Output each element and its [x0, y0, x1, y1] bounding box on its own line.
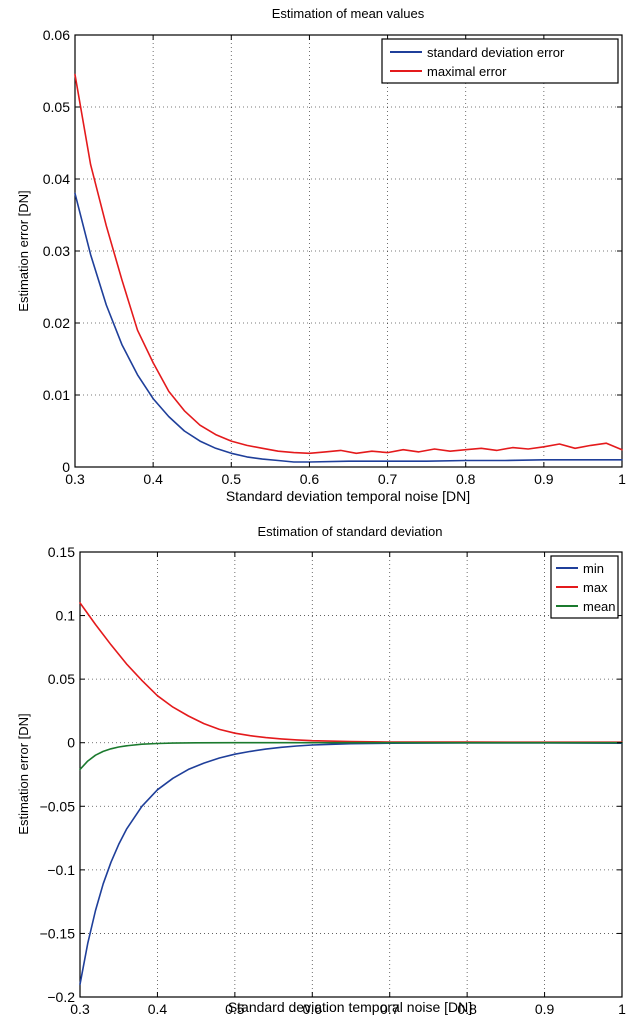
legend: min max mean — [550, 555, 619, 619]
chart-title: Estimation of mean values — [272, 6, 425, 21]
plot-area — [74, 34, 623, 468]
y-tick-label: 0.05 — [48, 671, 75, 687]
y-tick-label: 0 — [62, 459, 70, 475]
x-tick-label: 0.6 — [300, 471, 320, 487]
chart-title: Estimation of standard deviation — [258, 524, 443, 539]
x-tick-label: 0.6 — [303, 1001, 323, 1017]
x-tick-label: 0.9 — [534, 471, 554, 487]
legend-label-mean: mean — [583, 599, 616, 614]
y-tick-label: −0.15 — [40, 925, 76, 941]
y-tick-label: −0.2 — [47, 989, 75, 1005]
legend-label-max: max — [583, 580, 608, 595]
x-axis-label: Standard deviation temporal noise [DN] — [226, 488, 470, 504]
legend-label-maximal-error: maximal error — [427, 64, 507, 79]
series-line-mean — [79, 741, 623, 771]
grid-layer — [75, 35, 622, 467]
y-axis-label: Estimation error [DN] — [16, 713, 31, 834]
y-tick-label: −0.05 — [40, 798, 76, 814]
legend-box — [381, 38, 619, 84]
y-axis-label: Estimation error [DN] — [16, 190, 31, 311]
x-tick-label: 0.5 — [225, 1001, 245, 1017]
chart-mean-values: Estimation of mean values 0.3 0.4 0.5 0.6 0.… — [16, 6, 626, 504]
x-tick-label: 1 — [618, 1001, 626, 1017]
x-axis-label: Standard deviation temporal noise [DN] — [228, 999, 472, 1015]
y-tick-label: 0.05 — [43, 99, 70, 115]
y-tick-label: 0.01 — [43, 387, 70, 403]
x-tick-label: 0.7 — [380, 1001, 400, 1017]
x-tick-label: 0.9 — [535, 1001, 555, 1017]
legend-label-standard-deviation-error: standard deviation error — [427, 45, 565, 60]
legend-label-min: min — [583, 561, 604, 576]
legend: standard deviation error maximal error — [381, 38, 619, 84]
y-tick-label: −0.1 — [47, 862, 75, 878]
x-tick-label: 0.8 — [456, 471, 476, 487]
x-tick-label: 0.3 — [70, 1001, 90, 1017]
y-tick-label: 0.03 — [43, 243, 70, 259]
plot-area — [79, 551, 623, 998]
chart-standard-deviation: Estimation of standard deviation 0.3 0.4 0… — [16, 524, 626, 1017]
series-line-maximal-error — [74, 73, 623, 455]
y-tick-label: 0.02 — [43, 315, 70, 331]
y-tick-label: 0.06 — [43, 27, 70, 43]
x-tick-label: 0.3 — [65, 471, 85, 487]
x-tick-label: 0.5 — [222, 471, 242, 487]
x-tick-label: 1 — [618, 471, 626, 487]
y-tick-label: 0 — [67, 735, 75, 751]
tick-layer: 0.3 0.4 0.5 0.6 0.7 0.8 0.9 1 0 0.01 0.02 0.03 0.04 0… — [43, 27, 626, 487]
y-tick-label: 0.15 — [48, 544, 75, 560]
x-tick-label: 0.7 — [378, 471, 398, 487]
y-tick-label: 0.04 — [43, 171, 70, 187]
x-tick-label: 0.4 — [143, 471, 163, 487]
tick-layer: 0.3 0.4 0.5 0.6 0.7 0.8 0.9 1 −0.2 −0.15 −0.1 −0.05… — [40, 544, 627, 1017]
series-line-standard-deviation-error — [74, 192, 623, 463]
x-tick-label: 0.4 — [148, 1001, 168, 1017]
series-line-min — [79, 742, 623, 986]
series-layer — [74, 73, 623, 463]
y-tick-label: 0.1 — [56, 608, 76, 624]
series-layer — [79, 602, 623, 986]
x-tick-label: 0.8 — [457, 1001, 477, 1017]
series-line-max — [79, 602, 623, 744]
